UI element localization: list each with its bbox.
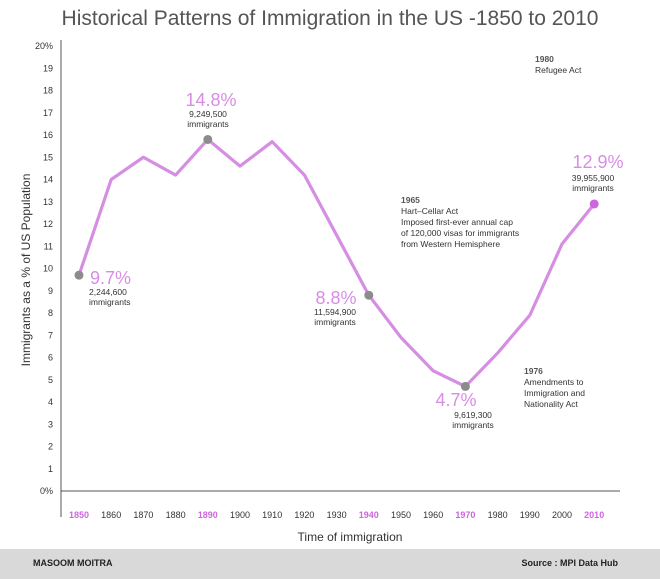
y-tick-label: 9 [48,286,53,296]
x-tick-label: 1880 [166,510,186,520]
y-tick-label: 7 [48,330,53,340]
chart-title: Historical Patterns of Immigration in th… [62,7,599,30]
callout-percentage: 12.9% [572,152,623,172]
x-tick-label: 2000 [552,510,572,520]
immigration-line [77,137,596,389]
annotation-text: from Western Hemisphere [401,239,500,249]
y-axis-label: Immigrants as a % of US Population [19,174,33,367]
annotation-text: Hart–Cellar Act [401,206,459,216]
y-tick-label: 6 [48,353,53,363]
x-tick-label: 1900 [230,510,250,520]
callout-immigrant-count: 9,619,300 [454,410,492,420]
y-tick-label: 12 [43,219,53,229]
x-tick-label: 2010 [584,510,604,520]
x-tick-label: 1950 [391,510,411,520]
y-tick-label: 11 [44,241,53,251]
annotation-text: Amendments to [524,377,584,387]
callout-percentage: 14.8% [185,90,236,110]
callout-immigrant-count: 2,244,600 [89,287,127,297]
y-tick-label: 2 [48,442,53,452]
callout-immigrant-unit: immigrants [572,183,614,193]
x-tick-label: 1910 [262,510,282,520]
annotation-text: Immigration and [524,388,585,398]
y-tick-label: 0% [40,486,53,496]
x-tick-label: 1850 [69,510,89,520]
x-tick-label: 1990 [520,510,540,520]
callout-immigrant-unit: immigrants [314,317,356,327]
annotation-year: 1976 [524,366,543,376]
callout-immigrant-count: 9,249,500 [189,109,227,119]
y-tick-label: 19 [43,63,53,73]
callout-percentage: 4.7% [435,390,476,410]
x-tick-label: 1920 [294,510,314,520]
callout-percentage: 8.8% [315,288,356,308]
callout-immigrant-unit: immigrants [89,297,131,307]
data-point-marker [203,134,213,144]
x-tick-label: 1980 [488,510,508,520]
x-axis-label: Time of immigration [298,530,403,544]
source-credit: Source : MPI Data Hub [521,558,618,568]
annotation-year: 1980 [535,54,554,64]
annotation-text: Nationality Act [524,399,578,409]
x-tick-label: 1940 [359,510,379,520]
y-tick-label: 17 [43,108,53,118]
y-tick-label: 14 [43,175,53,185]
y-tick-label: 20% [35,41,53,51]
annotation-text: Imposed first-ever annual cap [401,217,513,227]
callout-immigrant-unit: immigrants [187,119,229,129]
y-tick-label: 18 [43,86,53,96]
annotation-text: of 120,000 visas for immigrants [401,228,519,238]
data-point-marker [364,290,374,300]
x-tick-label: 1890 [198,510,218,520]
data-point-marker [589,199,599,209]
callout-percentage: 9.7% [90,268,131,288]
y-tick-label: 15 [43,152,53,162]
y-tick-label: 16 [43,130,53,140]
annotation-year: 1965 [401,195,420,205]
annotation-text: Refugee Act [535,65,582,75]
footer-bar: MASOOM MOITRA Source : MPI Data Hub [0,549,660,579]
x-tick-label: 1970 [455,510,475,520]
callout-immigrant-unit: immigrants [452,420,494,430]
y-tick-label: 3 [48,419,53,429]
y-tick-label: 4 [48,397,53,407]
author-credit: MASOOM MOITRA [33,558,113,568]
y-tick-label: 8 [48,308,53,318]
y-tick-label: 5 [48,375,53,385]
x-tick-label: 1870 [133,510,153,520]
y-tick-label: 13 [43,197,53,207]
data-point-marker [460,381,470,391]
data-point-marker [74,270,84,280]
y-tick-label: 10 [43,264,53,274]
callout-immigrant-count: 39,955,900 [572,173,615,183]
y-tick-label: 1 [48,464,53,474]
x-tick-label: 1960 [423,510,443,520]
callout-immigrant-count: 11,594,900 [314,307,356,317]
x-tick-label: 1860 [101,510,121,520]
x-tick-label: 1930 [327,510,347,520]
